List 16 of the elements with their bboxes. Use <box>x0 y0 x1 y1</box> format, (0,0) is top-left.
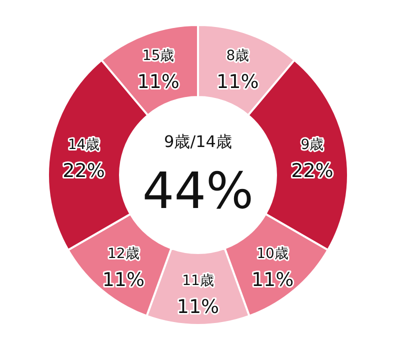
text: 44% <box>142 162 254 220</box>
data-label: 11% <box>137 70 180 93</box>
slice-label: 9歳 <box>300 136 324 153</box>
slice-label: 10歳 <box>256 246 288 262</box>
data-label: 11% <box>176 296 220 318</box>
data-label: 22% <box>291 160 334 182</box>
slice-label: 15歳 <box>142 48 174 64</box>
data-label: 11% <box>251 268 294 291</box>
slice-label: 8歳 <box>226 48 250 64</box>
slice-label: 12歳 <box>108 246 140 262</box>
slice-label: 11歳 <box>182 273 214 289</box>
data-label: 11% <box>216 70 259 93</box>
slice-label: 14歳 <box>68 136 100 153</box>
text: 9歳/14歳 <box>164 132 232 151</box>
data-label: 22% <box>62 160 105 182</box>
data-label: 11% <box>102 268 145 291</box>
